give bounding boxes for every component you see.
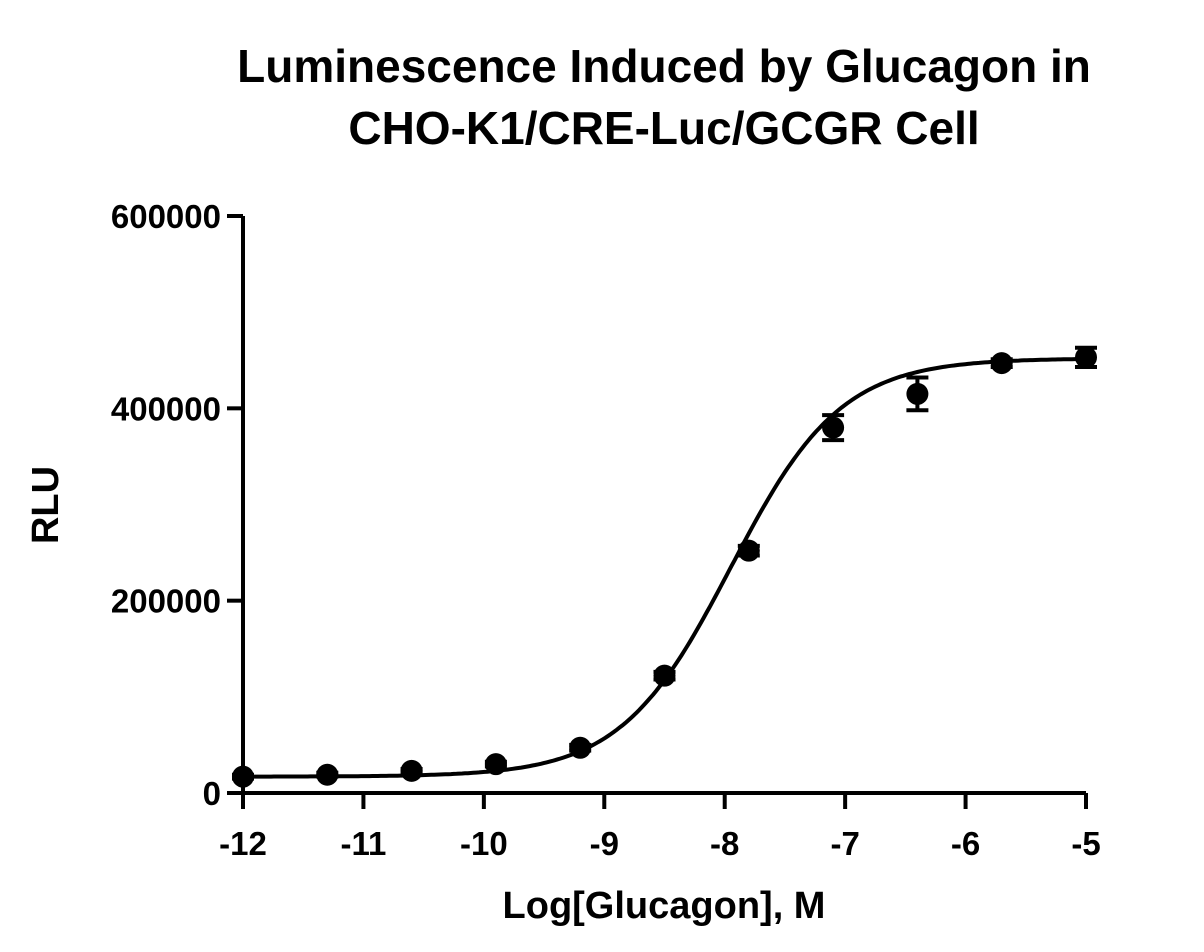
data-point xyxy=(737,539,760,562)
x-tick-label: -9 xyxy=(590,825,619,862)
x-tick-label: -6 xyxy=(951,825,980,862)
y-tick-label: 400000 xyxy=(111,390,221,427)
x-axis-label: Log[Glucagon], M xyxy=(503,885,826,927)
fit-curve-layer xyxy=(243,357,1086,779)
data-point xyxy=(906,382,929,405)
x-tick-label: -5 xyxy=(1071,825,1100,862)
x-tick-label: -7 xyxy=(830,825,859,862)
data-point xyxy=(400,759,423,782)
data-point xyxy=(990,352,1013,375)
data-point xyxy=(484,753,507,776)
x-tick-label: -11 xyxy=(340,825,386,862)
x-tick-label: -12 xyxy=(219,825,267,862)
data-point xyxy=(316,763,339,786)
data-point xyxy=(232,765,254,788)
data-point xyxy=(1075,346,1097,369)
x-tick-label: -8 xyxy=(710,825,739,862)
y-tick-label: 600000 xyxy=(111,198,221,235)
y-tick-label: 0 xyxy=(203,775,221,812)
axes: 0 200000 400000 600000 -12 -11 -10 -9 -8 -7 -6 -5 xyxy=(111,198,1101,862)
y-tick-label: 200000 xyxy=(111,583,221,620)
data-point xyxy=(822,416,845,439)
fit-curve xyxy=(243,357,1086,779)
y-axis-label: RLU xyxy=(25,466,67,544)
data-points-layer xyxy=(232,345,1097,788)
chart-title-line-1: Luminescence Induced by Glucagon in xyxy=(237,40,1091,92)
chart-title-line-2: CHO-K1/CRE-Luc/GCGR Cell xyxy=(348,102,979,154)
x-tick-label: -10 xyxy=(460,825,508,862)
data-point xyxy=(569,736,592,759)
data-point xyxy=(653,664,676,687)
